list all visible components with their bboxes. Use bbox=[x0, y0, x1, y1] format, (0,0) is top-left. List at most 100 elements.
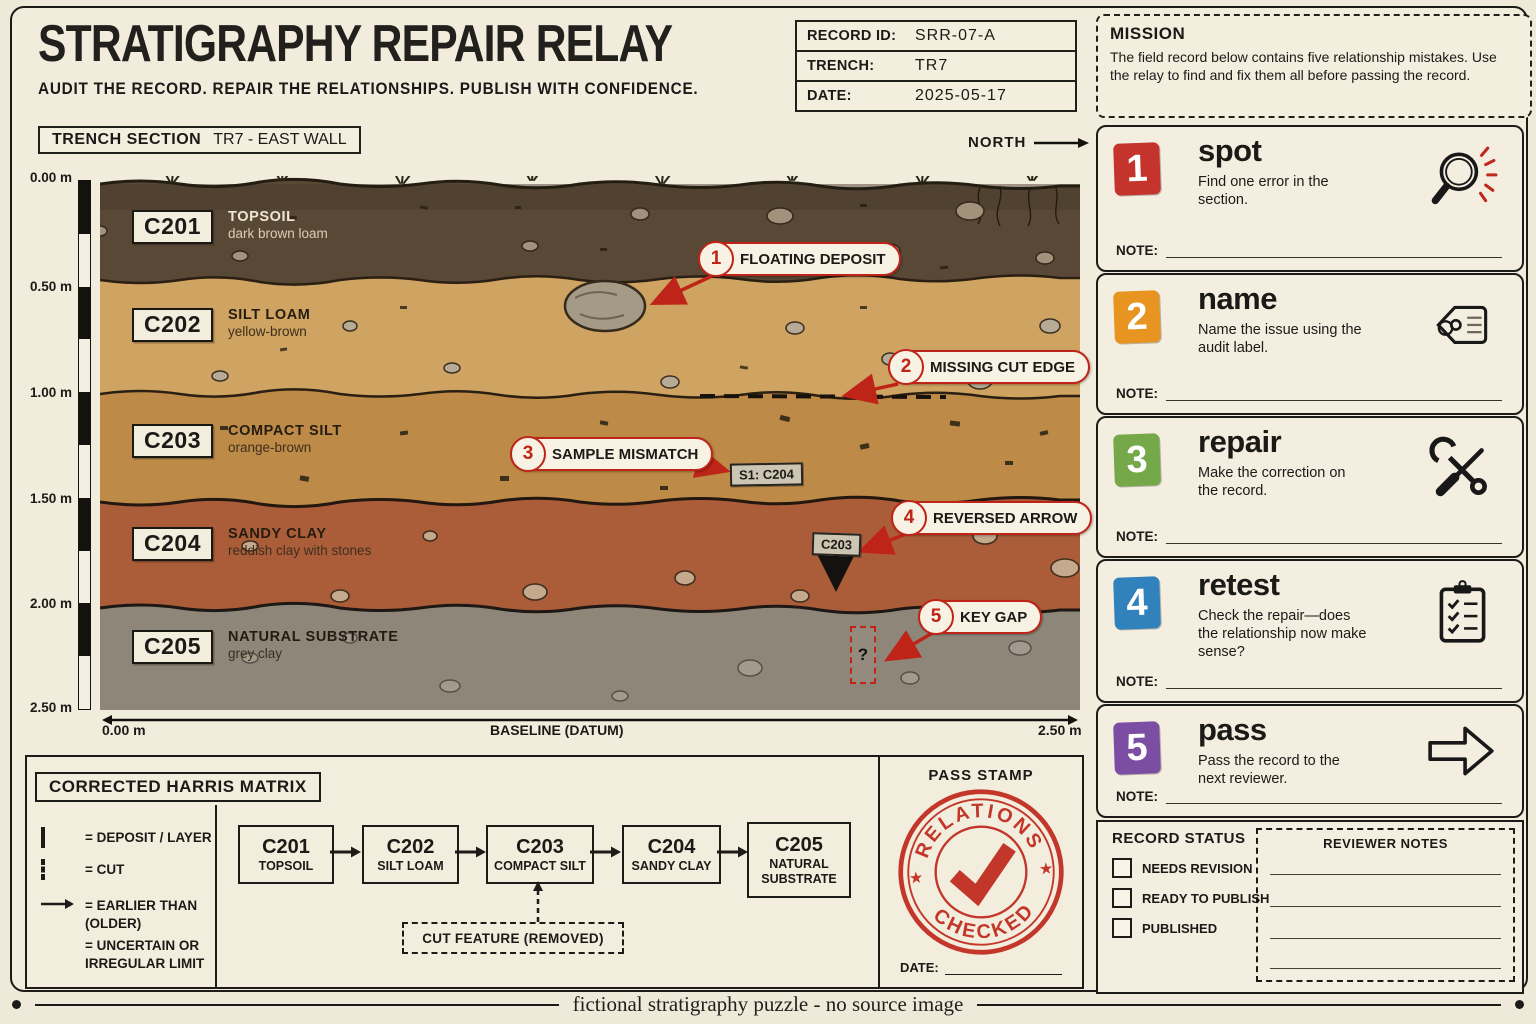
step-desc: Make the correction on the record. bbox=[1198, 465, 1346, 500]
step-desc: Name the issue using the audit label. bbox=[1198, 322, 1362, 357]
stamp-date-line[interactable] bbox=[944, 960, 1062, 975]
reversed-arrow-tag: C203 bbox=[811, 532, 862, 557]
record-status-title: RECORD STATUS bbox=[1112, 830, 1246, 847]
svg-text:★: ★ bbox=[908, 869, 924, 888]
callout-sample-mismatch: 3 SAMPLE MISMATCH bbox=[510, 436, 714, 472]
stamp-date-label: DATE: bbox=[900, 960, 939, 975]
reviewer-notes-panel: REVIEWER NOTES bbox=[1256, 828, 1515, 982]
depth-scale-bar bbox=[78, 180, 91, 710]
record-row: DATE: 2025-05-17 bbox=[797, 82, 1075, 110]
layer-name-C202: SILT LOAM yellow-brown bbox=[228, 307, 311, 340]
baseline-end: 2.50 m bbox=[1038, 722, 1082, 738]
layer-id-C203: C203 bbox=[132, 424, 213, 458]
earlier-than-arrow-icon bbox=[41, 897, 74, 915]
tools-icon bbox=[1429, 436, 1487, 497]
trench-section-drawing: C201 C202 C203 C204 C205 TOPSOIL dark br… bbox=[100, 176, 1093, 710]
notes-line[interactable] bbox=[1270, 874, 1501, 875]
step-title: pass bbox=[1198, 712, 1267, 747]
footer-rule bbox=[35, 1003, 559, 1006]
note-label: NOTE: bbox=[1116, 529, 1158, 544]
checkbox-published[interactable]: PUBLISHED bbox=[1112, 918, 1217, 938]
sample-tag: S1: C204 bbox=[729, 462, 804, 487]
magnifier-icon bbox=[1431, 146, 1498, 205]
harris-node-C201: C201 TOPSOIL bbox=[238, 825, 334, 884]
layer-id-C202: C202 bbox=[132, 308, 213, 342]
record-row: RECORD ID: SRR-07-A bbox=[797, 22, 1075, 52]
baseline-label: BASELINE (DATUM) bbox=[490, 722, 624, 738]
missing-cut-dashed-line bbox=[699, 394, 947, 399]
cut-dashed-arrow-icon bbox=[533, 881, 543, 922]
harris-node-C202: C202 SILT LOAM bbox=[362, 825, 459, 884]
harris-matrix-box: CORRECTED HARRIS MATRIX = DEPOSIT / LAYE… bbox=[25, 755, 882, 989]
notes-line[interactable] bbox=[1270, 938, 1501, 939]
pass-stamp-box: PASS STAMP RELATIONS CHECKED ★ ★ DATE: bbox=[878, 755, 1084, 989]
page-title: STRATIGRAPHY REPAIR RELAY bbox=[38, 15, 673, 73]
note-label: NOTE: bbox=[1116, 386, 1158, 401]
note-row: NOTE: bbox=[1116, 674, 1502, 689]
trench-label: TRENCH: bbox=[807, 58, 875, 74]
checkbox-icon[interactable] bbox=[1112, 858, 1132, 878]
step-number-tile: 3 bbox=[1113, 433, 1161, 487]
record-row: TRENCH: TR7 bbox=[797, 52, 1075, 82]
step-number-tile: 4 bbox=[1113, 576, 1161, 630]
note-row: NOTE: bbox=[1116, 529, 1502, 544]
note-label: NOTE: bbox=[1116, 243, 1158, 258]
mission-box: MISSION The field record below contains … bbox=[1096, 14, 1532, 118]
date-label: DATE: bbox=[807, 88, 852, 104]
harris-matrix-title: CORRECTED HARRIS MATRIX bbox=[35, 772, 321, 802]
note-row: NOTE: bbox=[1116, 789, 1502, 804]
layer-name-C205: NATURAL SUBSTRATE grey clay bbox=[228, 629, 399, 662]
pass-stamp-title: PASS STAMP bbox=[928, 767, 1034, 784]
mission-body: The field record below contains five rel… bbox=[1110, 49, 1497, 84]
north-label: NORTH bbox=[968, 134, 1027, 151]
step-title: spot bbox=[1198, 133, 1262, 168]
step-title: repair bbox=[1198, 424, 1282, 459]
harris-node-C205: C205 NATURAL SUBSTRATE bbox=[747, 822, 851, 898]
checkbox-icon[interactable] bbox=[1112, 888, 1132, 908]
layer-name-C201: TOPSOIL dark brown loam bbox=[228, 209, 328, 242]
relations-checked-stamp: RELATIONS CHECKED ★ ★ bbox=[898, 789, 1064, 955]
record-status-box: RECORD STATUS NEEDS REVISION READY TO PU… bbox=[1096, 820, 1524, 994]
record-id-value: SRR-07-A bbox=[915, 27, 996, 44]
north-indicator: NORTH bbox=[968, 134, 1090, 151]
step-number-tile: 1 bbox=[1113, 142, 1161, 196]
callout-floating-deposit: 1 FLOATING DEPOSIT bbox=[698, 241, 901, 277]
footer-rule bbox=[977, 1003, 1501, 1006]
note-label: NOTE: bbox=[1116, 789, 1158, 804]
layer-name-C203: COMPACT SILT orange-brown bbox=[228, 423, 342, 456]
step-card-spot: 1 spot Find one error in the section. NO… bbox=[1096, 125, 1524, 272]
notes-line[interactable] bbox=[1270, 906, 1501, 907]
checkbox-ready-to-publish[interactable]: READY TO PUBLISH bbox=[1112, 888, 1269, 908]
note-line[interactable] bbox=[1166, 789, 1502, 804]
trench-value: TR7 bbox=[915, 57, 949, 74]
depth-tick: 1.00 m bbox=[29, 385, 72, 400]
footer-dot-right bbox=[1515, 1000, 1524, 1009]
baseline-start: 0.00 m bbox=[102, 722, 146, 738]
harris-node-C204: C204 SANDY CLAY bbox=[622, 825, 721, 884]
note-line[interactable] bbox=[1166, 386, 1502, 401]
callout-number: 4 bbox=[891, 500, 927, 536]
note-line[interactable] bbox=[1166, 674, 1502, 689]
note-row: NOTE: bbox=[1116, 243, 1502, 258]
checkbox-needs-revision[interactable]: NEEDS REVISION bbox=[1112, 858, 1253, 878]
note-line[interactable] bbox=[1166, 243, 1502, 258]
record-table: RECORD ID: SRR-07-A TRENCH: TR7 DATE: 20… bbox=[795, 20, 1077, 112]
cut-symbol-icon bbox=[41, 859, 73, 880]
callout-number: 2 bbox=[888, 349, 924, 385]
notes-line[interactable] bbox=[1270, 968, 1501, 969]
mission-title: MISSION bbox=[1110, 24, 1186, 43]
trench-section-label: TRENCH SECTION TR7 - EAST WALL bbox=[38, 126, 361, 154]
deposit-symbol-icon bbox=[41, 827, 73, 848]
step-desc: Find one error in the section. bbox=[1198, 174, 1329, 209]
harris-arrow-icon bbox=[717, 846, 748, 858]
footer-dot-left bbox=[12, 1000, 21, 1009]
checkbox-icon[interactable] bbox=[1112, 918, 1132, 938]
step-title: name bbox=[1198, 281, 1277, 316]
legend-uncertain: = UNCERTAIN OR IRREGULAR LIMIT bbox=[85, 938, 205, 971]
step-number-tile: 5 bbox=[1113, 721, 1161, 775]
step-number-tile: 2 bbox=[1113, 290, 1161, 344]
callout-number: 5 bbox=[918, 599, 954, 635]
note-row: NOTE: bbox=[1116, 386, 1502, 401]
note-line[interactable] bbox=[1166, 529, 1502, 544]
